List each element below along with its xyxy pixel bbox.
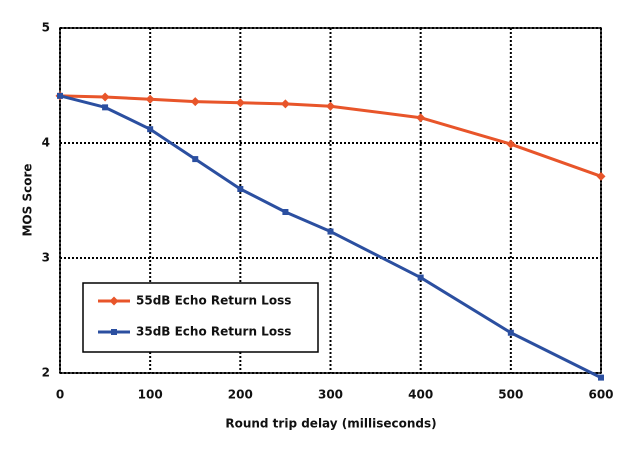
marker — [507, 329, 514, 336]
marker — [57, 92, 63, 99]
series-line — [59, 94, 602, 178]
marker — [417, 274, 424, 281]
y-tick-label: 3 — [42, 251, 50, 265]
x-axis-label: Round trip delay (milliseconds) — [225, 417, 436, 431]
legend-label: 35dB Echo Return Loss — [136, 325, 291, 339]
marker — [327, 228, 334, 235]
y-tick-label: 4 — [42, 136, 50, 150]
marker — [280, 99, 290, 109]
marker — [192, 156, 199, 163]
marker — [235, 98, 245, 108]
marker — [598, 374, 604, 381]
x-tick-label: 600 — [588, 388, 613, 402]
x-tick-label: 400 — [408, 388, 433, 402]
x-tick-label: 100 — [138, 388, 163, 402]
marker — [416, 113, 426, 123]
marker — [190, 97, 200, 107]
y-axis-label: MOS Score — [21, 163, 35, 236]
legend-box — [82, 282, 319, 353]
y-tick-label: 2 — [42, 366, 50, 380]
marker — [147, 126, 154, 133]
legend-label: 55dB Echo Return Loss — [136, 294, 291, 308]
marker — [596, 171, 606, 181]
y-tick-label: 5 — [42, 21, 50, 35]
plot-frame — [59, 27, 602, 374]
x-tick-label: 0 — [56, 388, 64, 402]
x-tick-label: 300 — [318, 388, 343, 402]
series-line — [59, 94, 602, 379]
x-tick-label: 200 — [228, 388, 253, 402]
marker — [282, 209, 289, 215]
marker — [111, 329, 117, 335]
marker — [109, 296, 119, 306]
marker — [145, 94, 155, 104]
marker — [100, 92, 110, 102]
marker — [506, 139, 516, 149]
x-tick-label: 500 — [498, 388, 523, 402]
marker — [326, 101, 335, 111]
marker — [102, 104, 109, 111]
marker — [237, 186, 244, 192]
